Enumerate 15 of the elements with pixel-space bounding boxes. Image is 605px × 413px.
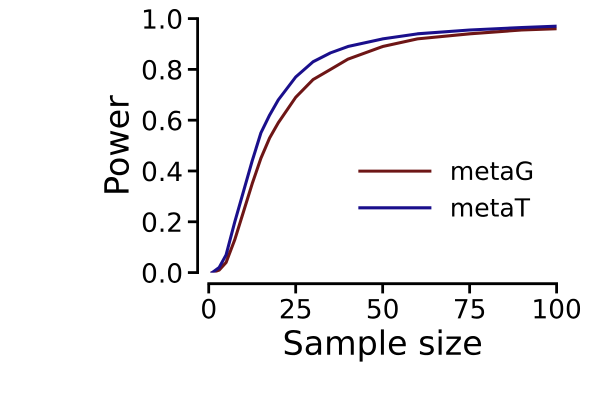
y-tick-label: 0.2: [142, 212, 180, 232]
y-tick-label: 0.8: [142, 60, 182, 80]
y-axis-title: Power: [104, 95, 130, 193]
y-tick-label: 1.0: [144, 9, 182, 29]
x-tick-label: 75: [455, 299, 484, 319]
legend-label: metaT: [452, 198, 530, 217]
legend-label: metaG: [452, 161, 532, 180]
x-tick-label: 100: [534, 298, 580, 319]
y-tick-label: 0.4: [142, 161, 182, 182]
x-tick-label: 50: [368, 298, 398, 319]
x-tick-label: 25: [280, 298, 310, 319]
y-tick-label: 0.0: [142, 263, 182, 283]
x-tick-label: 0: [202, 298, 216, 319]
x-axis-title: Sample size: [284, 329, 481, 362]
y-tick-label: 0.6: [142, 110, 182, 131]
